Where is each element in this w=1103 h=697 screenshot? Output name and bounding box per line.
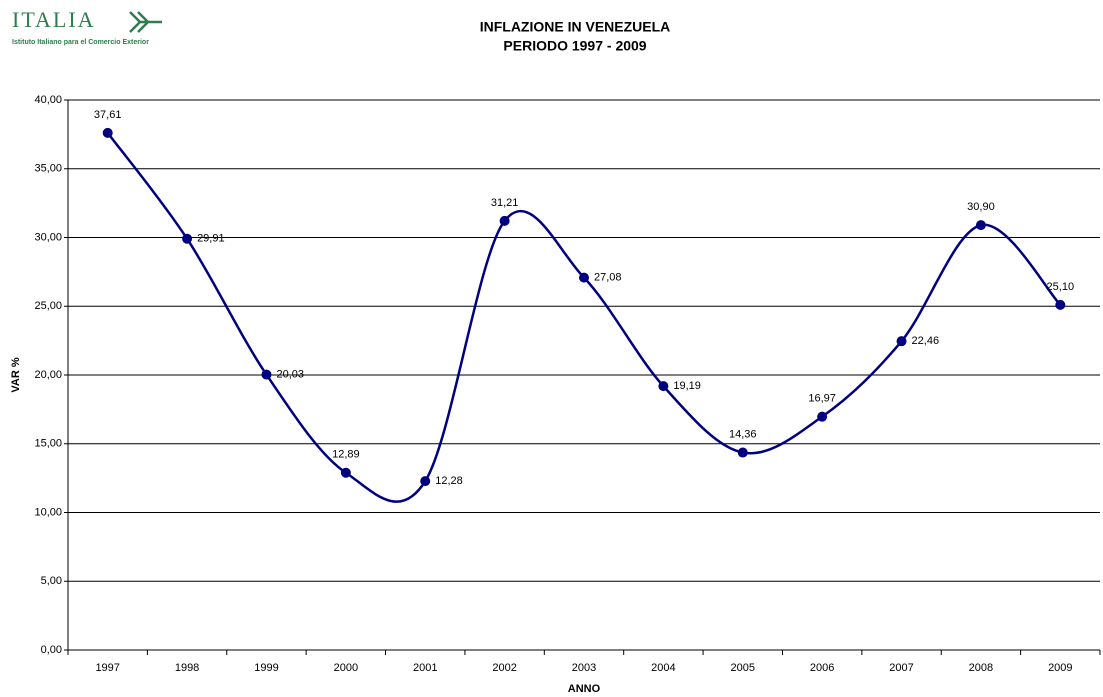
x-tick-label: 2009 [1048,662,1072,674]
x-tick-label: 2003 [572,662,596,674]
y-axis-label: VAR % [10,357,22,392]
y-tick-label: 10,00 [34,506,62,518]
data-label: 14,36 [729,428,757,440]
x-tick-label: 2006 [810,662,834,674]
x-tick-label: 2001 [413,662,437,674]
marker [499,215,510,226]
x-tick-label: 2005 [731,662,755,674]
marker [1055,299,1066,310]
y-tick-label: 25,00 [34,300,62,312]
chart-title: INFLAZIONE IN VENEZUELA [480,19,671,35]
chart-subtitle: PERIODO 1997 - 2009 [503,38,646,54]
logo-name: ITALIA [12,7,96,32]
marker [817,411,828,422]
data-label: 12,89 [332,449,360,461]
marker [737,447,748,458]
x-tick-label: 1997 [95,662,119,674]
marker [579,272,589,283]
marker [975,220,986,231]
x-tick-label: 1999 [254,662,278,674]
logo-icon [129,11,162,33]
data-label: 16,97 [808,393,836,405]
data-label: 30,90 [967,201,995,213]
data-label: 22,46 [912,335,940,347]
data-label: 29,91 [197,233,225,245]
marker [261,369,272,380]
y-tick-label: 5,00 [41,575,62,587]
marker [420,476,431,487]
x-tick-label: 1998 [175,662,199,674]
x-tick-label: 2000 [334,662,358,674]
x-tick-label: 2004 [651,662,675,674]
data-label: 25,10 [1047,281,1075,293]
y-tick-label: 15,00 [34,438,62,450]
x-tick-label: 2002 [492,662,516,674]
marker [896,336,907,347]
marker [102,127,113,138]
marker [340,467,351,478]
logo-subtitle: Istituto Italiano para el Comercio Exter… [12,39,149,46]
data-label: 27,08 [594,272,622,284]
x-axis-label: ANNO [568,683,601,695]
data-label: 37,61 [94,109,122,121]
data-label: 31,21 [491,197,519,209]
marker [182,233,193,244]
y-tick-label: 40,00 [34,94,62,106]
x-tick-label: 2008 [969,662,993,674]
y-tick-label: 35,00 [34,163,62,175]
data-label: 12,28 [435,475,463,487]
x-tick-label: 2007 [889,662,913,674]
y-tick-label: 0,00 [41,644,62,656]
y-tick-label: 20,00 [34,369,62,381]
marker [658,381,669,392]
data-label: 20,03 [276,368,304,380]
line [106,132,1062,503]
y-tick-label: 30,00 [34,231,62,243]
data-label: 19,19 [673,380,701,392]
